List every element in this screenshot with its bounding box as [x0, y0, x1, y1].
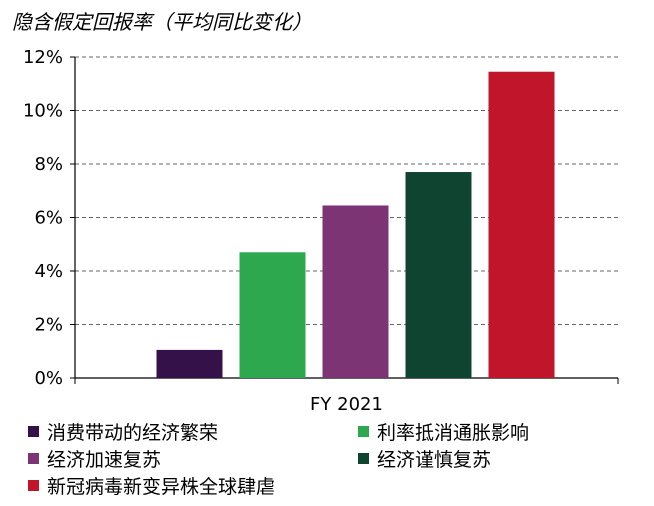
chart-title: 隐含假定回报率（平均同比变化） — [12, 10, 312, 34]
bar — [156, 349, 223, 378]
legend-label: 新冠病毒新变异株全球肆虐 — [47, 476, 276, 498]
legend-swatch — [358, 426, 369, 437]
legend-swatch — [28, 426, 39, 437]
legend-item-accelerated-recovery: 经济加速复苏 — [28, 445, 161, 472]
legend-swatch — [28, 453, 39, 464]
bar — [488, 71, 555, 379]
legend-swatch — [28, 480, 39, 491]
legend-item-rates-offset-inflation: 利率抵消通胀影响 — [358, 418, 529, 445]
y-tick-label: 0% — [34, 368, 63, 389]
bar — [405, 172, 472, 378]
y-tick-label: 12% — [23, 47, 63, 68]
bar-chart: 0% 2% 4% 6% 8% 10% 12% FY 2021 — [23, 47, 619, 415]
legend-label: 经济谨慎复苏 — [377, 449, 492, 471]
legend-item-covid-variant: 新冠病毒新变异株全球肆虐 — [28, 472, 275, 499]
bar — [239, 252, 306, 378]
legend-label: 利率抵消通胀影响 — [377, 422, 530, 444]
y-tick-label: 2% — [34, 315, 63, 336]
legend-item-consumption-boom: 消费带动的经济繁荣 — [28, 418, 218, 445]
y-tick-label: 8% — [34, 154, 63, 175]
bar — [322, 205, 389, 378]
y-tick-label: 10% — [23, 101, 63, 122]
legend-item-cautious-recovery: 经济谨慎复苏 — [358, 445, 491, 472]
legend-label: 消费带动的经济繁荣 — [47, 422, 219, 444]
legend-swatch — [358, 453, 369, 464]
legend-label: 经济加速复苏 — [47, 449, 162, 471]
y-tick-label: 4% — [34, 261, 63, 282]
y-tick-label: 6% — [34, 208, 63, 229]
x-tick-label: FY 2021 — [310, 394, 383, 415]
